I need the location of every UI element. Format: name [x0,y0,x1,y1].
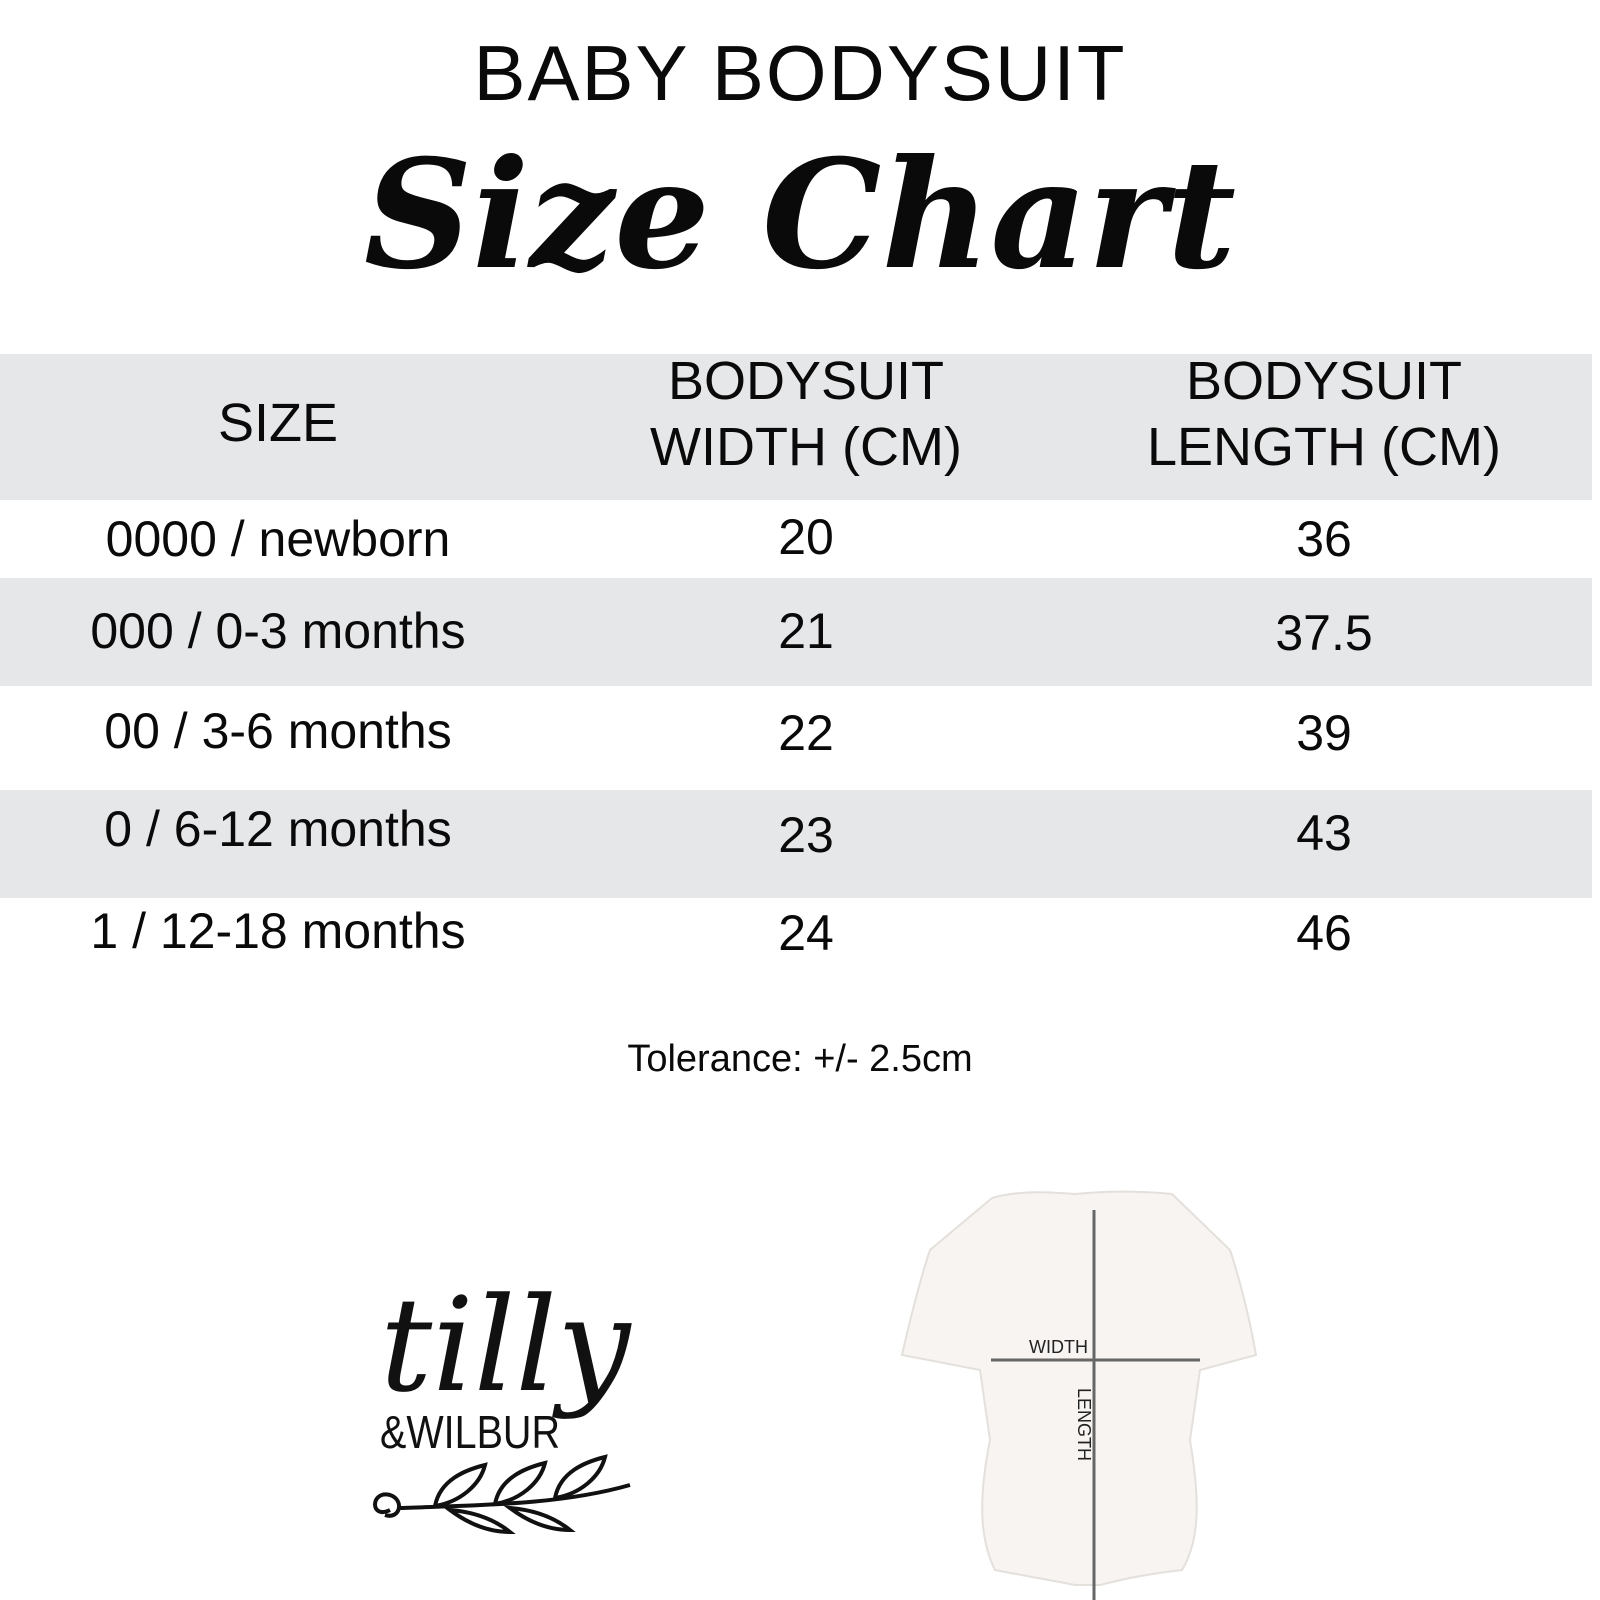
header-length-line1: BODYSUIT [1185,351,1463,411]
tolerance-note: Tolerance: +/- 2.5cm [627,1038,973,1080]
header-length-line2: LENGTH (CM) [1147,417,1501,477]
size-cell: 0000 / newborn [105,511,451,567]
length-cell: 46 [1296,905,1352,961]
width-cell: 21 [778,603,834,659]
logo-line1: tilly [380,1270,632,1421]
header-band [0,354,1592,500]
width-cell: 23 [778,807,834,863]
size-cell: 1 / 12-18 months [90,903,466,959]
header-width-line1: BODYSUIT [667,351,945,411]
width-cell: 22 [778,705,834,761]
width-cell: 20 [778,509,834,565]
logo-line2: &WILBUR [380,1406,560,1458]
length-label: LENGTH [1074,1388,1094,1461]
header-size: SIZE [217,393,339,453]
size-cell: 0 / 6-12 months [104,801,452,857]
size-cell: 00 / 3-6 months [104,703,452,759]
header-width-line2: WIDTH (CM) [650,417,962,477]
subtitle: Size Chart [363,127,1237,303]
row-band [0,578,1592,686]
bodysuit-diagram: WIDTH LENGTH [900,1190,1258,1600]
row-band [0,790,1592,898]
length-cell: 36 [1296,511,1352,567]
width-cell: 24 [778,905,834,961]
width-label: WIDTH [1029,1337,1088,1357]
tilly-wilbur-logo: tilly &WILBUR [373,1270,632,1535]
length-cell: 37.5 [1275,605,1373,661]
title: BABY BODYSUIT [473,29,1127,117]
bodysuit-image [900,1190,1258,1586]
leaf-branch-icon [373,1454,631,1535]
length-cell: 39 [1296,705,1352,761]
size-cell: 000 / 0-3 months [90,603,466,659]
length-cell: 43 [1296,805,1352,861]
